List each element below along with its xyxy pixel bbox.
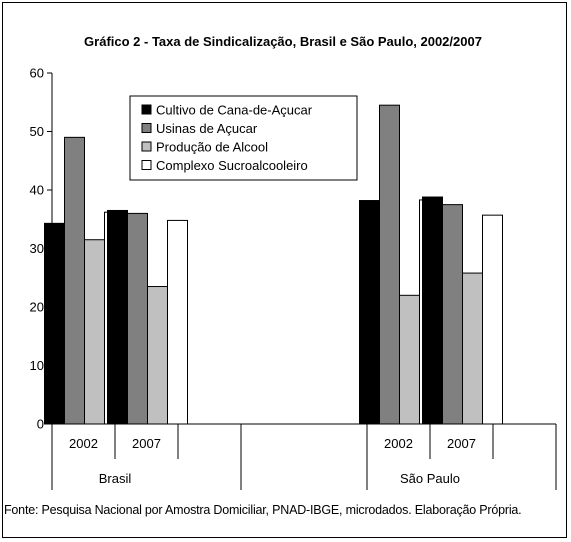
bar bbox=[422, 196, 443, 425]
bar bbox=[64, 136, 85, 425]
y-tick-label: 40 bbox=[30, 183, 44, 198]
legend-label: Produção de Alcool bbox=[156, 140, 268, 155]
x-tick-label: 2002 bbox=[69, 436, 98, 451]
bar bbox=[359, 200, 380, 425]
legend: Cultivo de Cana-de-Açucar Usinas de Açuca… bbox=[129, 95, 358, 181]
legend-swatch bbox=[141, 104, 152, 115]
x-tick-label: 2007 bbox=[447, 436, 476, 451]
y-tick-label: 30 bbox=[30, 241, 44, 256]
x-tick-label: 2007 bbox=[132, 436, 161, 451]
legend-swatch bbox=[141, 160, 152, 170]
bar bbox=[442, 204, 463, 425]
legend-label: Usinas de Açucar bbox=[156, 121, 258, 136]
y-tick-label: 60 bbox=[30, 66, 44, 81]
chart-frame bbox=[2, 2, 567, 538]
bar bbox=[147, 286, 168, 425]
legend-label: Cultivo de Cana-de-Açucar bbox=[156, 103, 313, 118]
chart-title: Gráfico 2 - Taxa de Sindicalização, Bras… bbox=[84, 34, 482, 49]
legend-label: Complexo Sucroalcooleiro bbox=[156, 158, 308, 173]
legend-box bbox=[129, 95, 358, 181]
bar bbox=[127, 212, 148, 425]
legend-swatch bbox=[141, 141, 152, 152]
bar bbox=[44, 222, 65, 425]
bar bbox=[379, 104, 400, 425]
bar bbox=[107, 209, 128, 425]
x-tick-label: 2002 bbox=[384, 436, 413, 451]
bar bbox=[462, 272, 483, 425]
bar bbox=[399, 294, 420, 425]
x-axis: 2002 2007 2002 2007 Brasil São Paulo bbox=[51, 423, 557, 490]
bar bbox=[167, 219, 188, 425]
source-note: Fonte: Pesquisa Nacional por Amostra Dom… bbox=[4, 503, 522, 517]
bar bbox=[482, 214, 503, 425]
x-group-label: São Paulo bbox=[400, 471, 460, 486]
y-tick-label: 0 bbox=[37, 417, 44, 432]
bar bbox=[84, 239, 105, 425]
y-tick-label: 20 bbox=[30, 300, 44, 315]
legend-swatch bbox=[141, 123, 152, 133]
y-tick-label: 10 bbox=[30, 358, 44, 373]
bars bbox=[44, 104, 503, 425]
y-tick-label: 50 bbox=[30, 124, 44, 139]
x-group-label: Brasil bbox=[99, 471, 132, 486]
